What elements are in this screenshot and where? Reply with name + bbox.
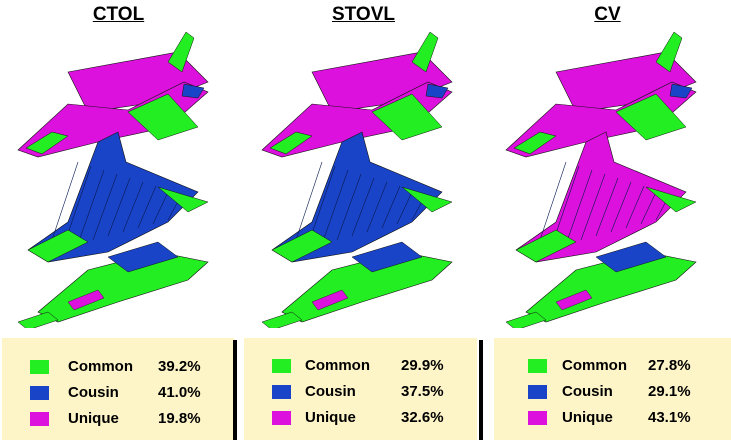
legend-row-unique: Unique 32.6% xyxy=(244,407,487,431)
swatch-cousin xyxy=(272,385,291,399)
legend-label: Cousin xyxy=(305,383,356,400)
legend-label: Unique xyxy=(562,409,613,426)
swatch-common xyxy=(30,360,49,374)
legend-label: Cousin xyxy=(562,383,613,400)
structure-layer xyxy=(271,131,453,263)
legend-label: Unique xyxy=(305,409,356,426)
upper-skin-layer xyxy=(505,32,697,158)
variant-column-cv: CV Common 27.8% Cousin 29.1% Unique 43.1… xyxy=(488,0,731,440)
swatch-cousin xyxy=(30,386,49,400)
legend-value: 32.6% xyxy=(401,409,444,426)
exploded-aircraft-diagram xyxy=(17,32,209,328)
legend-label: Cousin xyxy=(68,384,119,401)
legend-label: Common xyxy=(68,358,133,375)
legend-row-common: Common 29.9% xyxy=(244,355,487,379)
variant-column-ctol: CTOL Common 39.2% Cousin 41.0% Unique 19… xyxy=(0,0,243,440)
legend-row-cousin: Cousin 37.5% xyxy=(244,381,487,405)
swatch-unique xyxy=(30,412,49,426)
legend-label: Common xyxy=(305,357,370,374)
swatch-common xyxy=(272,359,291,373)
exploded-aircraft-diagram xyxy=(505,32,697,328)
legend-value: 29.9% xyxy=(401,357,444,374)
legend-label: Common xyxy=(562,357,627,374)
legend-label: Unique xyxy=(68,410,119,427)
variant-column-stovl: STOVL Common 29.9% Cousin 37.5% Unique 3… xyxy=(244,0,487,440)
legend-value: 19.8% xyxy=(158,410,201,427)
legend-row-common: Common 27.8% xyxy=(488,355,731,379)
structure-layer xyxy=(515,131,697,263)
column-divider xyxy=(233,340,237,440)
legend-value: 43.1% xyxy=(648,409,691,426)
legend-value: 41.0% xyxy=(158,384,201,401)
upper-skin-layer xyxy=(261,32,453,158)
variant-title: STOVL xyxy=(332,4,395,25)
swatch-cousin xyxy=(528,385,547,399)
swatch-common xyxy=(528,359,547,373)
column-divider xyxy=(479,340,483,440)
swatch-unique xyxy=(272,411,291,425)
legend-value: 37.5% xyxy=(401,383,444,400)
legend-value: 27.8% xyxy=(648,357,691,374)
legend-row-unique: Unique 19.8% xyxy=(0,408,243,432)
swatch-unique xyxy=(528,411,547,425)
lower-skin-layer xyxy=(505,241,697,328)
legend-value: 29.1% xyxy=(648,383,691,400)
legend-row-cousin: Cousin 41.0% xyxy=(0,382,243,406)
lower-skin-layer xyxy=(17,241,209,328)
legend-row-common: Common 39.2% xyxy=(0,356,243,380)
legend-row-unique: Unique 43.1% xyxy=(488,407,731,431)
legend-row-cousin: Cousin 29.1% xyxy=(488,381,731,405)
variant-title: CV xyxy=(594,4,621,25)
legend-value: 39.2% xyxy=(158,358,201,375)
exploded-aircraft-diagram xyxy=(261,32,453,328)
upper-skin-layer xyxy=(17,32,209,158)
lower-skin-layer xyxy=(261,241,453,328)
structure-layer xyxy=(27,131,209,263)
variant-title: CTOL xyxy=(92,4,145,25)
